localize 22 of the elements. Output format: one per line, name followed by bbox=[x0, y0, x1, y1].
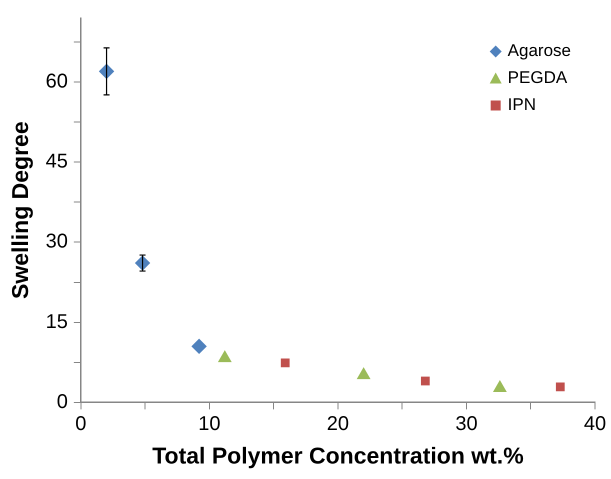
point bbox=[420, 376, 430, 386]
x-tick-label: 30 bbox=[455, 412, 478, 435]
y-tick-label: 15 bbox=[46, 310, 68, 333]
x-tick-label: 40 bbox=[584, 412, 606, 435]
y-tick-label: 45 bbox=[46, 150, 68, 173]
point bbox=[280, 358, 290, 368]
point bbox=[192, 338, 207, 354]
x-axis-title: Total Polymer Concentration wt.% bbox=[152, 442, 524, 469]
point bbox=[218, 350, 232, 362]
y-tick-label: 60 bbox=[46, 70, 68, 93]
point bbox=[357, 368, 370, 380]
x-tick-label: 20 bbox=[326, 412, 350, 435]
x-tick-label: 0 bbox=[75, 412, 86, 435]
y-axis-title: Swelling Degree bbox=[7, 121, 34, 300]
point bbox=[493, 380, 506, 392]
legend-label: Agarose bbox=[508, 41, 572, 60]
y-tick-label: 0 bbox=[56, 390, 68, 413]
y-tick-label: 30 bbox=[46, 230, 68, 253]
legend-label: IPN bbox=[508, 95, 536, 114]
point bbox=[556, 382, 565, 392]
x-tick-label: 10 bbox=[198, 412, 221, 435]
legend-label: PEGDA bbox=[508, 68, 568, 88]
